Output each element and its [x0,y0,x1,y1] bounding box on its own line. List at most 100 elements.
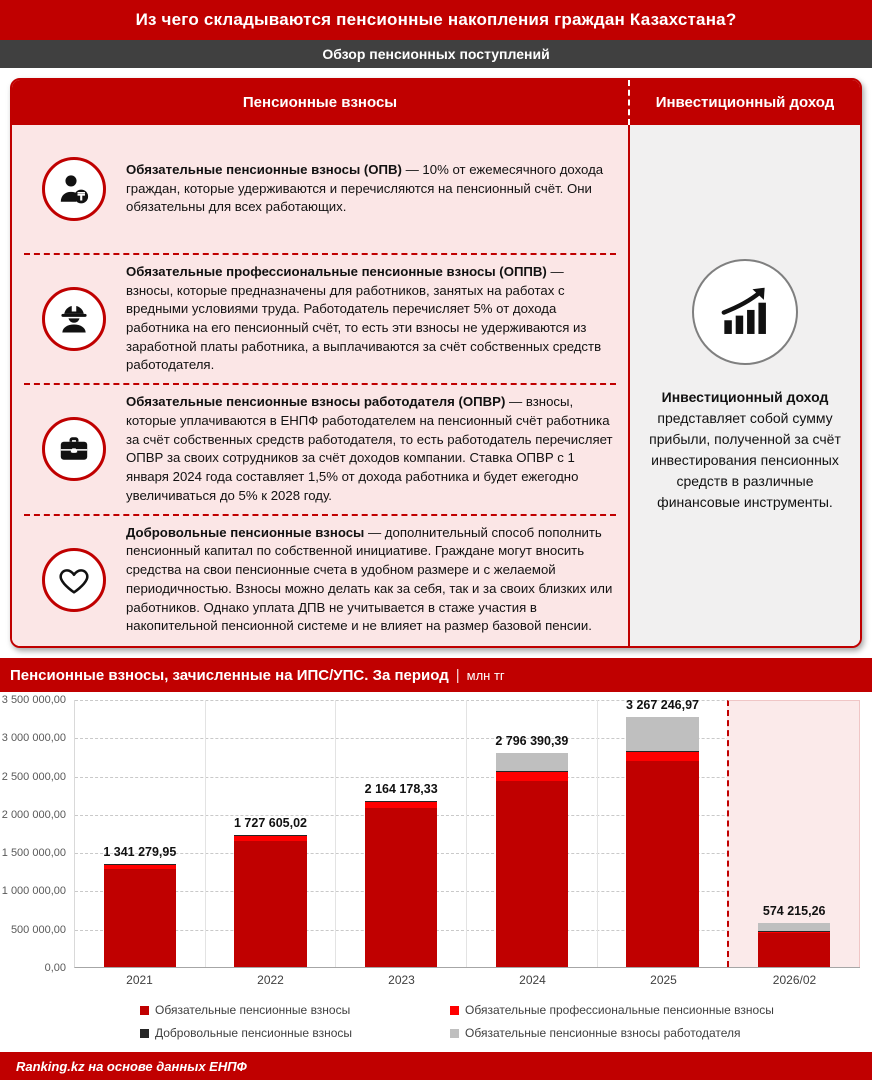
bar-segment [495,752,569,772]
investment-growth-icon [692,258,798,365]
chart-column: 574 215,26 [727,700,861,967]
bar-segment [757,923,831,932]
page-subtitle: Обзор пенсионных поступлений [0,40,872,68]
y-axis-tick: 1 000 000,00 [1,885,66,898]
gridline [75,738,860,740]
y-axis-tick: 500 000,00 [10,923,66,936]
bar-segment [495,780,569,967]
bar-segment [234,835,307,841]
item-lead: Обязательные профессиональные пенсионные… [126,263,547,279]
heart-icon [42,547,106,612]
legend-item: Обязательные пенсионные взносы [140,1003,450,1017]
bar-total-label: 3 267 246,97 [626,697,700,712]
list-item-oppv: Обязательные профессиональные пенсионные… [12,255,628,386]
chart-title-bar: Пенсионные взносы, зачисленные на ИПС/УП… [0,658,872,692]
investment-column-title: Инвестиционный доход [628,80,860,125]
item-lead: Обязательные пенсионные взносы работодат… [126,394,506,410]
y-axis-tick: 2 000 000,00 [1,808,66,821]
chart-column: 1 341 279,95 [75,700,206,967]
item-text: — взносы, которые предназначены для рабо… [126,263,602,373]
bar-segment [103,864,177,869]
bar-segment [626,716,699,752]
x-axis: 2021 2022 2023 2024 2025 2026/02 [74,973,860,987]
legend-swatch [450,1005,459,1015]
chart-column: 1 727 605,02 [206,700,337,967]
person-tenge-icon: ₸ [42,156,106,221]
y-axis-tick: 2 500 000,00 [1,770,66,783]
hard-hat-worker-icon [42,286,106,351]
item-text: — взносы, которые уплачиваются в ЕНПФ ра… [126,394,613,503]
source-footer: Ranking.kz на основе данных ЕНПФ [0,1052,872,1080]
y-axis-tick: 3 000 000,00 [1,732,66,745]
x-axis-label: 2024 [519,973,546,987]
list-item-opvr: Обязательные пенсионные взносы работодат… [12,385,628,517]
legend-label: Обязательные пенсионные взносы работодат… [465,1026,741,1040]
bar-segment [626,751,699,762]
chart-column: 2 796 390,39 [467,700,598,967]
chart-unit-label: млн тг [466,667,505,683]
y-axis: 0,00 500 000,00 1 000 000,00 1 500 000,00 2 … [0,694,66,974]
list-item-opv: ₸ Обязательные пенсионные взносы (ОПВ) —… [12,125,628,255]
investment-panel: Инвестиционный доход представляет собой … [628,125,860,646]
y-axis-tick: 1 500 000,00 [1,847,66,860]
contributions-column-title: Пенсионные взносы [242,94,398,111]
x-axis-label: 2026/02 [772,973,817,987]
item-lead: Обязательные пенсионные взносы (ОПВ) [126,161,402,177]
bar-segment [234,834,307,836]
legend-item: Добровольные пенсионные взносы [140,1026,450,1040]
bar-segment [757,931,831,933]
bar-segment [364,807,438,967]
x-axis-label: 2023 [388,973,415,987]
plot-area: 1 341 279,95 1 727 605,02 2 164 178,33 2 79… [74,697,861,968]
bar-segment [495,771,569,781]
y-axis-tick: 0,00 [44,962,66,974]
investment-lead: Инвестиционный доход [661,388,829,405]
chart-title-separator: | [455,666,460,684]
bar-total-label: 1 341 279,95 [103,845,177,860]
x-axis-label: 2025 [650,973,677,987]
bar-segment [757,932,831,967]
list-item-dpv: Добровольные пенсионные взносы — дополни… [12,516,628,646]
legend-item: Обязательные профессиональные пенсионные… [450,1003,872,1017]
stacked-bar-chart: 0,00 500 000,00 1 000 000,00 1 500 000,00 2 … [0,694,872,1040]
page-title: Из чего складываются пенсионные накоплен… [0,0,872,40]
legend-label: Обязательные профессиональные пенсионные… [465,1003,774,1017]
legend-item: Обязательные пенсионные взносы работодат… [450,1026,872,1040]
legend-swatch [140,1005,149,1015]
item-text: — дополнительный способ пополнить пенсио… [126,524,613,634]
legend-label: Добровольные пенсионные взносы [155,1026,353,1040]
gridline [75,929,860,931]
legend-label: Обязательные пенсионные взносы [155,1003,351,1017]
bar-segment [103,868,177,967]
bar-total-label: 2 164 178,33 [364,782,438,797]
gridline [75,891,860,893]
gridline [75,776,860,778]
legend-swatch [140,1028,149,1038]
svg-text:₸: ₸ [77,190,85,203]
chart-title: Пенсионные взносы, зачисленные на ИПС/УП… [10,666,449,684]
x-axis-label: 2022 [257,973,284,987]
card-body: ₸ Обязательные пенсионные взносы (ОПВ) —… [12,125,860,646]
gridline [75,853,860,855]
briefcase-icon [42,417,106,482]
chart-column: 2 164 178,33 [336,700,468,967]
bar-segment [626,751,699,752]
x-axis-label: 2021 [126,973,153,987]
bar-total-label: 574 215,26 [762,904,826,919]
item-text: — 10% от ежемесячного дохода граждан, ко… [126,161,604,215]
card-header: Пенсионные взносы Инвестиционный доход [12,80,860,125]
item-lead: Добровольные пенсионные взносы [126,524,365,540]
bar-total-label: 1 727 605,02 [234,815,307,830]
investment-text: представляет собой сумму прибыли, получе… [649,409,841,510]
bar-segment [234,840,307,967]
bar-segment [103,864,177,865]
bar-total-label: 2 796 390,39 [495,733,569,748]
source-text: Ranking.kz на основе данных ЕНПФ [16,1058,247,1074]
bar-segment [364,801,438,803]
pension-overview-card: Пенсионные взносы Инвестиционный доход ₸ [10,78,862,648]
chart-legend: Обязательные пенсионные взносы Обязательн… [140,1003,872,1040]
gridline [75,700,860,701]
bar-segment [364,802,438,808]
contributions-list: ₸ Обязательные пенсионные взносы (ОПВ) —… [12,125,628,646]
legend-swatch [450,1028,459,1038]
